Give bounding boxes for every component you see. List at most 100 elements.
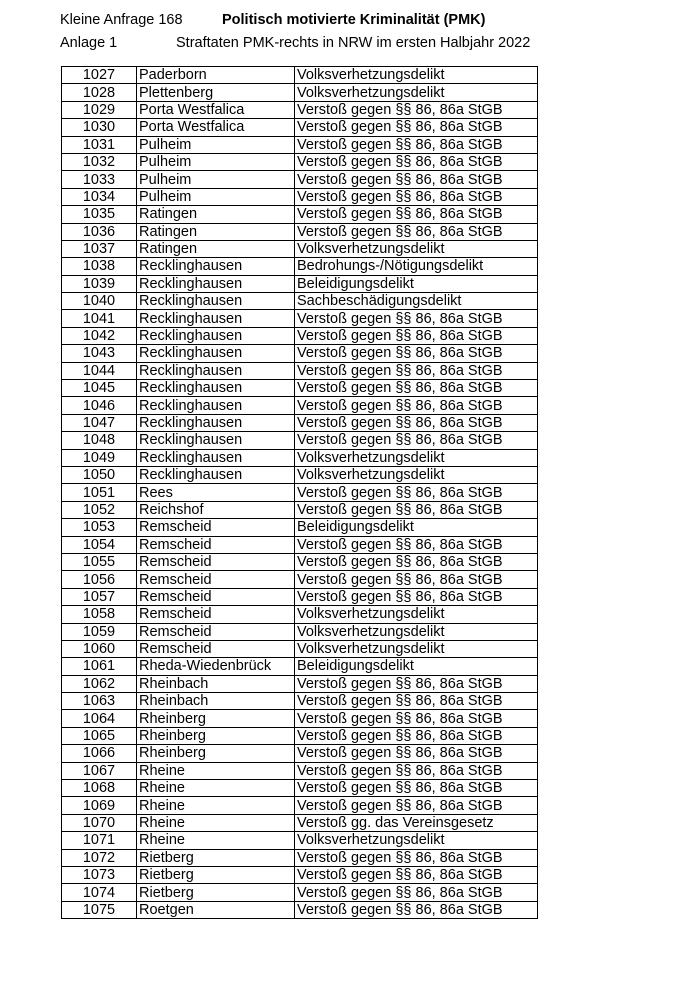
case-number-cell: 1053 [61,518,137,537]
city-cell: Recklinghausen [136,292,295,311]
city-cell: Plettenberg [136,83,295,102]
offense-type-cell: Volksverhetzungsdelikt [294,448,538,467]
city-cell: Rees [136,483,295,502]
offense-type-cell: Verstoß gegen §§ 86, 86a StGB [294,865,538,885]
case-number-cell: 1052 [61,500,137,520]
offense-table: 1027 Paderborn Volksverhetzungsdelikt 1028 P… [61,65,538,920]
offense-type-cell: Verstoß gegen §§ 86, 86a StGB [294,170,538,189]
table-row: 1067 Rheine Verstoß gegen §§ 86, 86a StGB [61,761,538,781]
offense-type-cell: Verstoß gegen §§ 86, 86a StGB [294,413,538,433]
table-row: 1047 Recklinghausen Verstoß gegen §§ 86, 8… [61,413,538,433]
offense-type-cell: Verstoß gegen §§ 86, 86a StGB [294,709,538,728]
table-row: 1075 Roetgen Verstoß gegen §§ 86, 86a StGB [61,900,538,920]
city-cell: Rheda-Wiedenbrück [136,657,295,676]
table-row: 1052 Reichshof Verstoß gegen §§ 86, 86a St… [61,500,538,520]
table-row: 1039 Recklinghausen Beleidigungsdelikt [61,274,538,294]
city-cell: Reichshof [136,500,295,520]
offense-type-cell: Volksverhetzungsdelikt [294,465,538,485]
city-cell: Pulheim [136,152,295,172]
city-cell: Rheine [136,813,295,833]
case-number-cell: 1070 [61,813,137,833]
offense-type-cell: Verstoß gegen §§ 86, 86a StGB [294,361,538,381]
city-cell: Rietberg [136,883,295,902]
offense-type-cell: Verstoß gegen §§ 86, 86a StGB [294,570,538,589]
city-cell: Rheine [136,779,295,798]
offense-type-cell: Verstoß gegen §§ 86, 86a StGB [294,761,538,781]
table-row: 1070 Rheine Verstoß gg. das Vereinsgesetz [61,813,538,833]
case-number-cell: 1036 [61,222,137,241]
case-number-cell: 1057 [61,587,137,607]
table-row: 1051 Rees Verstoß gegen §§ 86, 86a StGB [61,483,538,502]
offense-type-cell: Verstoß gegen §§ 86, 86a StGB [294,309,538,328]
case-number-cell: 1060 [61,639,137,659]
case-number-cell: 1075 [61,900,137,920]
city-cell: Rheinberg [136,726,295,746]
table-row: 1044 Recklinghausen Verstoß gegen §§ 86, 8… [61,361,538,381]
city-cell: Remscheid [136,587,295,607]
case-number-cell: 1046 [61,396,137,415]
city-cell: Recklinghausen [136,431,295,450]
city-cell: Ratingen [136,239,295,259]
table-row: 1063 Rheinbach Verstoß gegen §§ 86, 86a St… [61,692,538,711]
table-row: 1073 Rietberg Verstoß gegen §§ 86, 86a StG… [61,865,538,885]
offense-type-cell: Verstoß gegen §§ 86, 86a StGB [294,483,538,502]
table-row: 1040 Recklinghausen Sachbeschädigungsdelik… [61,292,538,311]
offense-type-cell: Volksverhetzungsdelikt [294,83,538,102]
table-row: 1032 Pulheim Verstoß gegen §§ 86, 86a StGB [61,152,538,172]
case-number-cell: 1063 [61,692,137,711]
city-cell: Recklinghausen [136,344,295,363]
offense-type-cell: Verstoß gegen §§ 86, 86a StGB [294,552,538,572]
table-row: 1059 Remscheid Volksverhetzungsdelikt [61,622,538,641]
offense-type-cell: Verstoß gegen §§ 86, 86a StGB [294,900,538,920]
table-row: 1068 Rheine Verstoß gegen §§ 86, 86a StGB [61,779,538,798]
table-row: 1055 Remscheid Verstoß gegen §§ 86, 86a St… [61,552,538,572]
table-row: 1031 Pulheim Verstoß gegen §§ 86, 86a StGB [61,135,538,154]
city-cell: Recklinghausen [136,309,295,328]
city-cell: Rheinberg [136,709,295,728]
table-row: 1045 Recklinghausen Verstoß gegen §§ 86, 8… [61,379,538,398]
table-row: 1062 Rheinbach Verstoß gegen §§ 86, 86a St… [61,674,538,694]
case-number-cell: 1035 [61,205,137,224]
city-cell: Recklinghausen [136,396,295,415]
document-reference: Kleine Anfrage 168 [60,12,183,28]
table-row: 1028 Plettenberg Volksverhetzungsdelikt [61,83,538,102]
attachment-label: Anlage 1 [60,35,118,51]
case-number-cell: 1062 [61,674,137,694]
case-number-cell: 1048 [61,431,137,450]
table-row: 1049 Recklinghausen Volksverhetzungsdelikt [61,448,538,467]
table-row: 1050 Recklinghausen Volksverhetzungsdelikt [61,465,538,485]
case-number-cell: 1047 [61,413,137,433]
city-cell: Remscheid [136,552,295,572]
city-cell: Remscheid [136,639,295,659]
city-cell: Rheinberg [136,744,295,763]
offense-type-cell: Verstoß gegen §§ 86, 86a StGB [294,326,538,346]
city-cell: Remscheid [136,570,295,589]
offense-type-cell: Verstoß gegen §§ 86, 86a StGB [294,848,538,867]
case-number-cell: 1068 [61,779,137,798]
offense-type-cell: Volksverhetzungsdelikt [294,639,538,659]
case-number-cell: 1059 [61,622,137,641]
table-row: 1071 Rheine Volksverhetzungsdelikt [61,831,538,850]
table-row: 1056 Remscheid Verstoß gegen §§ 86, 86a St… [61,570,538,589]
case-number-cell: 1064 [61,709,137,728]
offense-type-cell: Verstoß gegen §§ 86, 86a StGB [294,674,538,694]
table-row: 1034 Pulheim Verstoß gegen §§ 86, 86a StGB [61,187,538,207]
case-number-cell: 1028 [61,83,137,102]
table-row: 1033 Pulheim Verstoß gegen §§ 86, 86a StGB [61,170,538,189]
case-number-cell: 1038 [61,257,137,276]
table-row: 1064 Rheinberg Verstoß gegen §§ 86, 86a St… [61,709,538,728]
offense-type-cell: Verstoß gegen §§ 86, 86a StGB [294,135,538,154]
offense-type-cell: Beleidigungsdelikt [294,518,538,537]
case-number-cell: 1030 [61,118,137,137]
table-row: 1037 Ratingen Volksverhetzungsdelikt [61,239,538,259]
city-cell: Recklinghausen [136,257,295,276]
offense-type-cell: Verstoß gegen §§ 86, 86a StGB [294,535,538,554]
city-cell: Ratingen [136,205,295,224]
case-number-cell: 1037 [61,239,137,259]
city-cell: Remscheid [136,622,295,641]
city-cell: Roetgen [136,900,295,920]
offense-type-cell: Verstoß gegen §§ 86, 86a StGB [294,587,538,607]
offense-type-cell: Verstoß gegen §§ 86, 86a StGB [294,692,538,711]
case-number-cell: 1034 [61,187,137,207]
offense-type-cell: Verstoß gegen §§ 86, 86a StGB [294,100,538,120]
